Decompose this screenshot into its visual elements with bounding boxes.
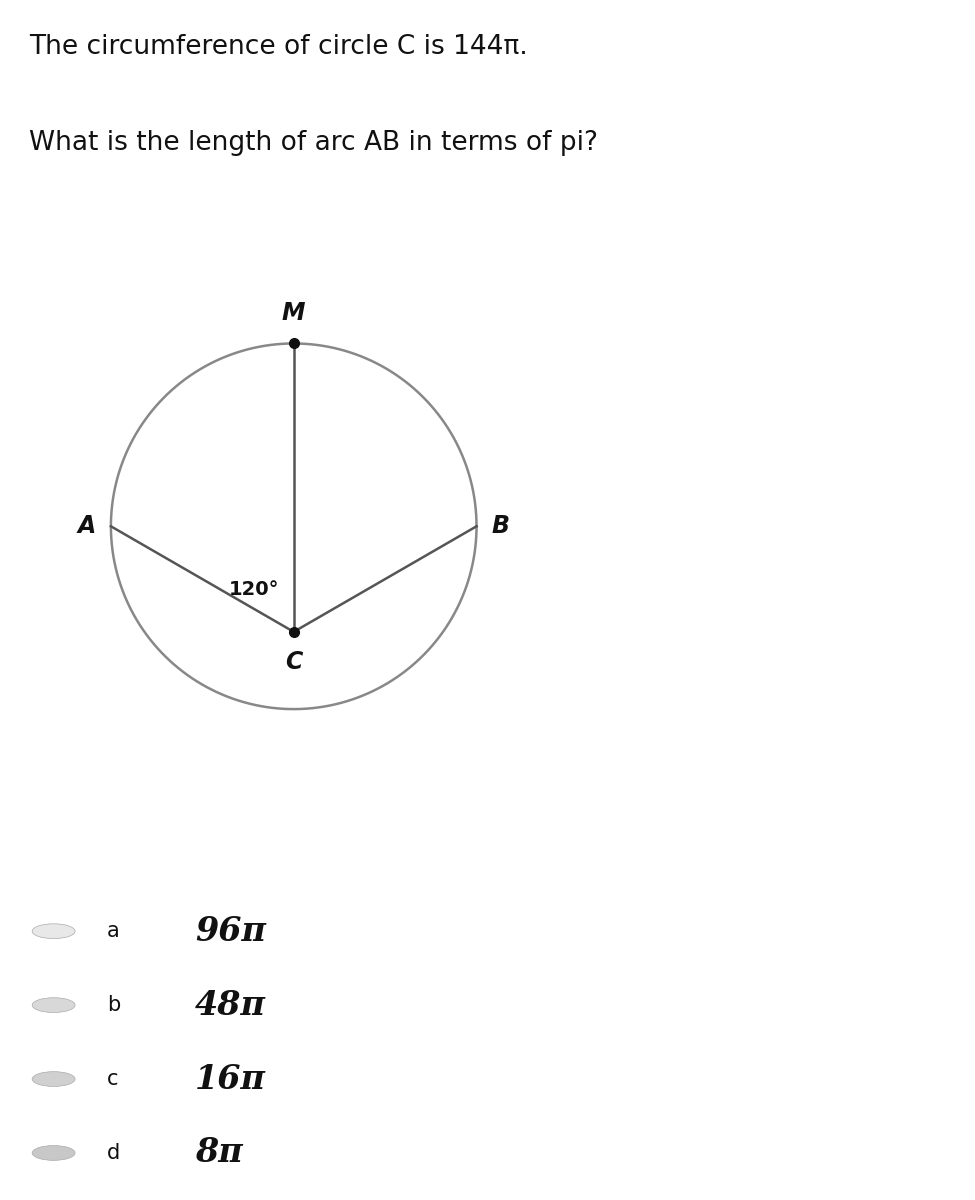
Text: 120°: 120° (228, 580, 279, 599)
Text: 48π: 48π (195, 989, 266, 1021)
Text: d: d (107, 1142, 121, 1163)
Text: C: C (285, 650, 302, 674)
Text: c: c (107, 1069, 119, 1090)
Text: A: A (78, 515, 97, 539)
Text: What is the length of arc AB in terms of pi?: What is the length of arc AB in terms of… (29, 130, 599, 156)
Text: a: a (107, 922, 120, 941)
Text: The circumference of circle C is 144π.: The circumference of circle C is 144π. (29, 34, 528, 60)
Circle shape (32, 924, 75, 938)
Circle shape (32, 997, 75, 1013)
Text: 16π: 16π (195, 1062, 266, 1096)
Text: b: b (107, 995, 121, 1015)
Text: 96π: 96π (195, 914, 266, 948)
Circle shape (32, 1072, 75, 1086)
Text: 8π: 8π (195, 1136, 243, 1170)
Text: B: B (491, 515, 509, 539)
Circle shape (32, 1146, 75, 1160)
Text: M: M (282, 301, 305, 325)
